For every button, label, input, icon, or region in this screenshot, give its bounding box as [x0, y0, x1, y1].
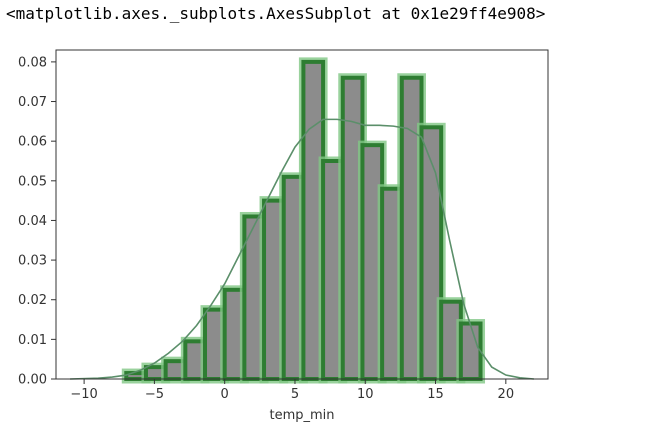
y-tick-label: 0.05	[18, 174, 47, 189]
x-tick-label: 20	[498, 387, 515, 402]
x-ticks-group: −10 −5 0 5 10 15 20	[70, 379, 514, 402]
y-tick-label: 0.02	[18, 293, 47, 308]
x-tick-label: −5	[145, 387, 164, 402]
axes-group	[55, 49, 549, 380]
x-tick-label: 10	[357, 387, 374, 402]
kde-line	[70, 118, 535, 380]
y-tick-label: 0.07	[18, 95, 47, 110]
plot-frame	[55, 49, 549, 380]
x-tick-label: −10	[70, 387, 97, 402]
output-repr-text: <matplotlib.axes._subplots.AxesSubplot a…	[6, 4, 546, 23]
y-tick-label: 0.06	[18, 135, 47, 150]
y-tick-label: 0.08	[18, 55, 47, 70]
kde-group	[70, 118, 535, 380]
bars-group	[121, 57, 486, 384]
x-tick-label: 5	[291, 387, 299, 402]
y-ticks-group: 0.00 0.01 0.02 0.03 0.04 0.05 0.06 0.07 0.08	[18, 55, 56, 388]
y-tick-label: 0.01	[18, 333, 47, 348]
y-tick-label: 0.04	[18, 214, 47, 229]
y-tick-label: 0.00	[18, 373, 47, 388]
x-tick-label: 0	[221, 387, 229, 402]
x-tick-label: 15	[427, 387, 444, 402]
histogram-bar	[458, 321, 483, 381]
x-axis-label: temp_min	[269, 408, 334, 423]
y-tick-label: 0.03	[18, 254, 47, 269]
